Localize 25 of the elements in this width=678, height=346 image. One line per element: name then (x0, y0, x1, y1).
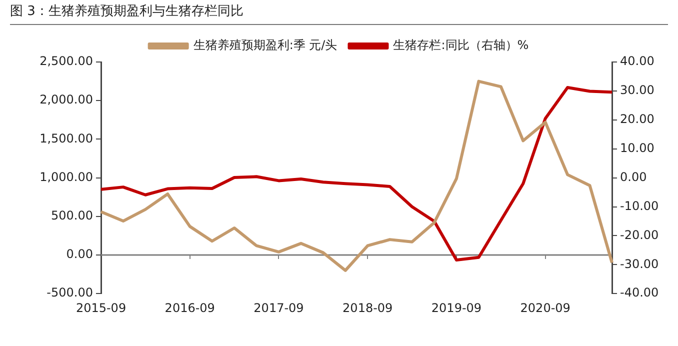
y-tick-label: -500.00 (46, 286, 93, 300)
x-tick-label: 2020-09 (520, 300, 570, 315)
y2-tick-label: -40.00 (620, 286, 659, 300)
x-tick-label: 2018-09 (342, 300, 393, 315)
y-tick-label: 500.00 (51, 208, 93, 223)
x-tick-label: 2017-09 (254, 300, 304, 315)
y2-tick-label: 0.00 (620, 170, 647, 184)
x-tick-label: 2015-09 (76, 300, 126, 315)
legend-label: 生猪养殖预期盈利:季 元/头 (193, 38, 338, 52)
y-tick-label: 0.00 (66, 247, 93, 262)
y2-tick-label: 40.00 (620, 54, 654, 68)
legend-label: 生猪存栏:同比（右轴）% (393, 38, 529, 52)
chart-title: 图 3：生猪养殖预期盈利与生猪存栏同比 (10, 2, 668, 25)
y-tick-label: 2,500.00 (40, 54, 93, 68)
y-tick-label: 1,000.00 (40, 170, 93, 184)
y2-tick-label: 10.00 (620, 140, 654, 155)
x-tick-label: 2016-09 (164, 300, 215, 315)
y2-tick-label: -10.00 (620, 198, 659, 213)
y-tick-label: 2,000.00 (40, 92, 93, 107)
y2-tick-label: -20.00 (620, 228, 659, 242)
y2-tick-label: 30.00 (620, 83, 654, 98)
y2-tick-label: -30.00 (620, 256, 659, 271)
y2-tick-label: 20.00 (620, 112, 654, 126)
x-tick-label: 2019-09 (431, 300, 482, 315)
y-tick-label: 1,500.00 (40, 131, 93, 146)
